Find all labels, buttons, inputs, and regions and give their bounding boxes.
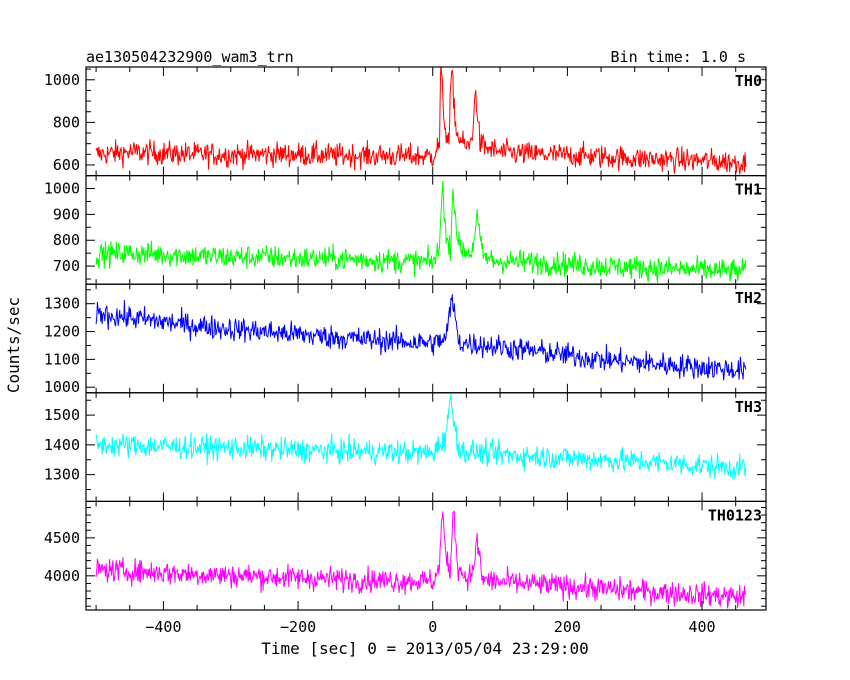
panels-group: 600 800 1000 TH0 700 800 900 1000 TH1 1000 1100 120…: [44, 66, 767, 611]
y-tick-label: 1000: [44, 71, 80, 89]
panel-th0123: 4000 4500 TH0123: [44, 500, 767, 611]
y-tick-label: 1500: [44, 406, 80, 424]
panel-label-th3: TH3: [735, 398, 762, 416]
y-tick-label: 1400: [44, 436, 80, 454]
y-tick-label: 800: [53, 113, 80, 131]
x-tick-label: −200: [280, 618, 316, 636]
x-tick-label: 0: [428, 618, 437, 636]
panel-th1: 700 800 900 1000 TH1: [44, 175, 767, 285]
panel-frame: [85, 392, 767, 502]
x-tick-label: −400: [145, 618, 181, 636]
y-tick-label: 1000: [44, 378, 80, 396]
series-line-th2: [95, 294, 747, 381]
y-tick-label: 1200: [44, 323, 80, 341]
panel-label-th0123: TH0123: [708, 506, 762, 524]
panel-frame: [85, 66, 767, 177]
panel-th2: 1000 1100 1200 1300 TH2: [44, 283, 767, 396]
y-tick-label: 1100: [44, 350, 80, 368]
x-tick-label: 200: [554, 618, 581, 636]
series-line-th0: [95, 67, 747, 175]
panel-label-th2: TH2: [735, 289, 762, 307]
x-axis: −400 −200 0 200 400: [145, 618, 715, 636]
panel-frame: [85, 500, 767, 611]
panel-label-th0: TH0: [735, 72, 762, 90]
x-tick-label: 400: [688, 618, 715, 636]
panel-th0: 600 800 1000 TH0: [44, 66, 767, 177]
y-tick-label: 1300: [44, 295, 80, 313]
series-line-th0123: [95, 510, 747, 609]
series-line-th1: [95, 180, 747, 284]
panel-frame: [85, 175, 767, 285]
y-axis-label: Counts/sec: [4, 297, 23, 393]
series-line-th3: [95, 393, 747, 480]
y-tick-label: 4000: [44, 567, 80, 585]
y-tick-label: 1000: [44, 180, 80, 198]
panel-frame: [85, 283, 767, 394]
y-tick-label: 700: [53, 257, 80, 275]
y-tick-label: 900: [53, 205, 80, 223]
panel-label-th1: TH1: [735, 181, 762, 199]
y-tick-label: 1300: [44, 466, 80, 484]
bin-time-label: Bin time: 1.0 s: [611, 48, 746, 66]
panel-th3: 1300 1400 1500 TH3: [44, 392, 767, 502]
chart-title: ae130504232900_wam3_trn: [86, 48, 294, 66]
x-axis-label: Time [sec] 0 = 2013/05/04 23:29:00: [261, 639, 589, 658]
y-tick-label: 4500: [44, 529, 80, 547]
y-tick-label: 600: [53, 156, 80, 174]
y-tick-label: 800: [53, 231, 80, 249]
